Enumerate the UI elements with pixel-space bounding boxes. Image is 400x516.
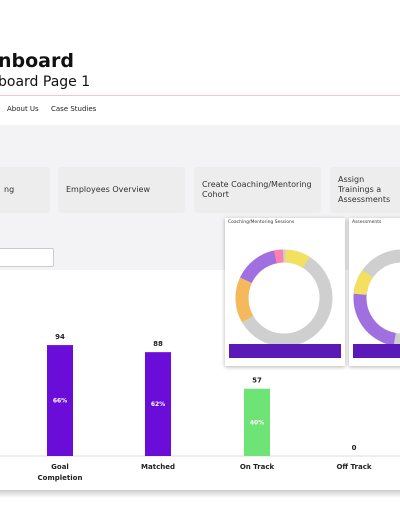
card[interactable]: Create Coaching/Mentoring Cohort [194, 167, 321, 213]
panel: Coaching/Mentoring Sessions [225, 218, 345, 366]
x-tick-label: Off Track [336, 463, 372, 471]
shadow [0, 490, 400, 498]
percent-label: 62% [151, 401, 165, 408]
card[interactable]: Employees Overview [58, 167, 185, 213]
value-label: 57 [252, 377, 262, 385]
panel: Assessments [349, 218, 400, 366]
value-label: 88 [153, 340, 163, 348]
bar [145, 352, 171, 456]
x-tick-label: On Track [239, 463, 275, 471]
x-tick-label: Matched [141, 463, 175, 471]
donut-segment [353, 249, 400, 347]
donut [353, 249, 400, 358]
page-subtitle: board Page 1 [0, 74, 91, 90]
value-label: 94 [55, 333, 65, 341]
donut-segment [235, 249, 333, 347]
panel-footer [229, 344, 341, 358]
panel-title: Assessments [352, 220, 382, 225]
x-tick-label: Goal Completion [37, 463, 83, 482]
search-input[interactable] [0, 248, 54, 267]
card[interactable]: ng [0, 167, 50, 213]
donut-segment [235, 249, 333, 347]
donut-segment [235, 249, 333, 347]
nav-link[interactable]: About Us [7, 105, 39, 113]
divider [0, 95, 400, 96]
value-label: 0 [352, 444, 357, 452]
panel-footer [353, 344, 400, 358]
nav-link[interactable]: Case Studies [51, 105, 97, 113]
card[interactable]: Assign Trainings a Assessments [330, 167, 400, 213]
donut-segment [235, 249, 333, 347]
bar [47, 345, 73, 456]
bar [244, 388, 270, 456]
percent-label: 66% [53, 398, 67, 405]
panel-title: Coaching/Mentoring Sessions [228, 220, 295, 225]
donut [229, 249, 341, 358]
percent-label: 40% [250, 419, 264, 426]
page-title: nboard [0, 50, 74, 72]
